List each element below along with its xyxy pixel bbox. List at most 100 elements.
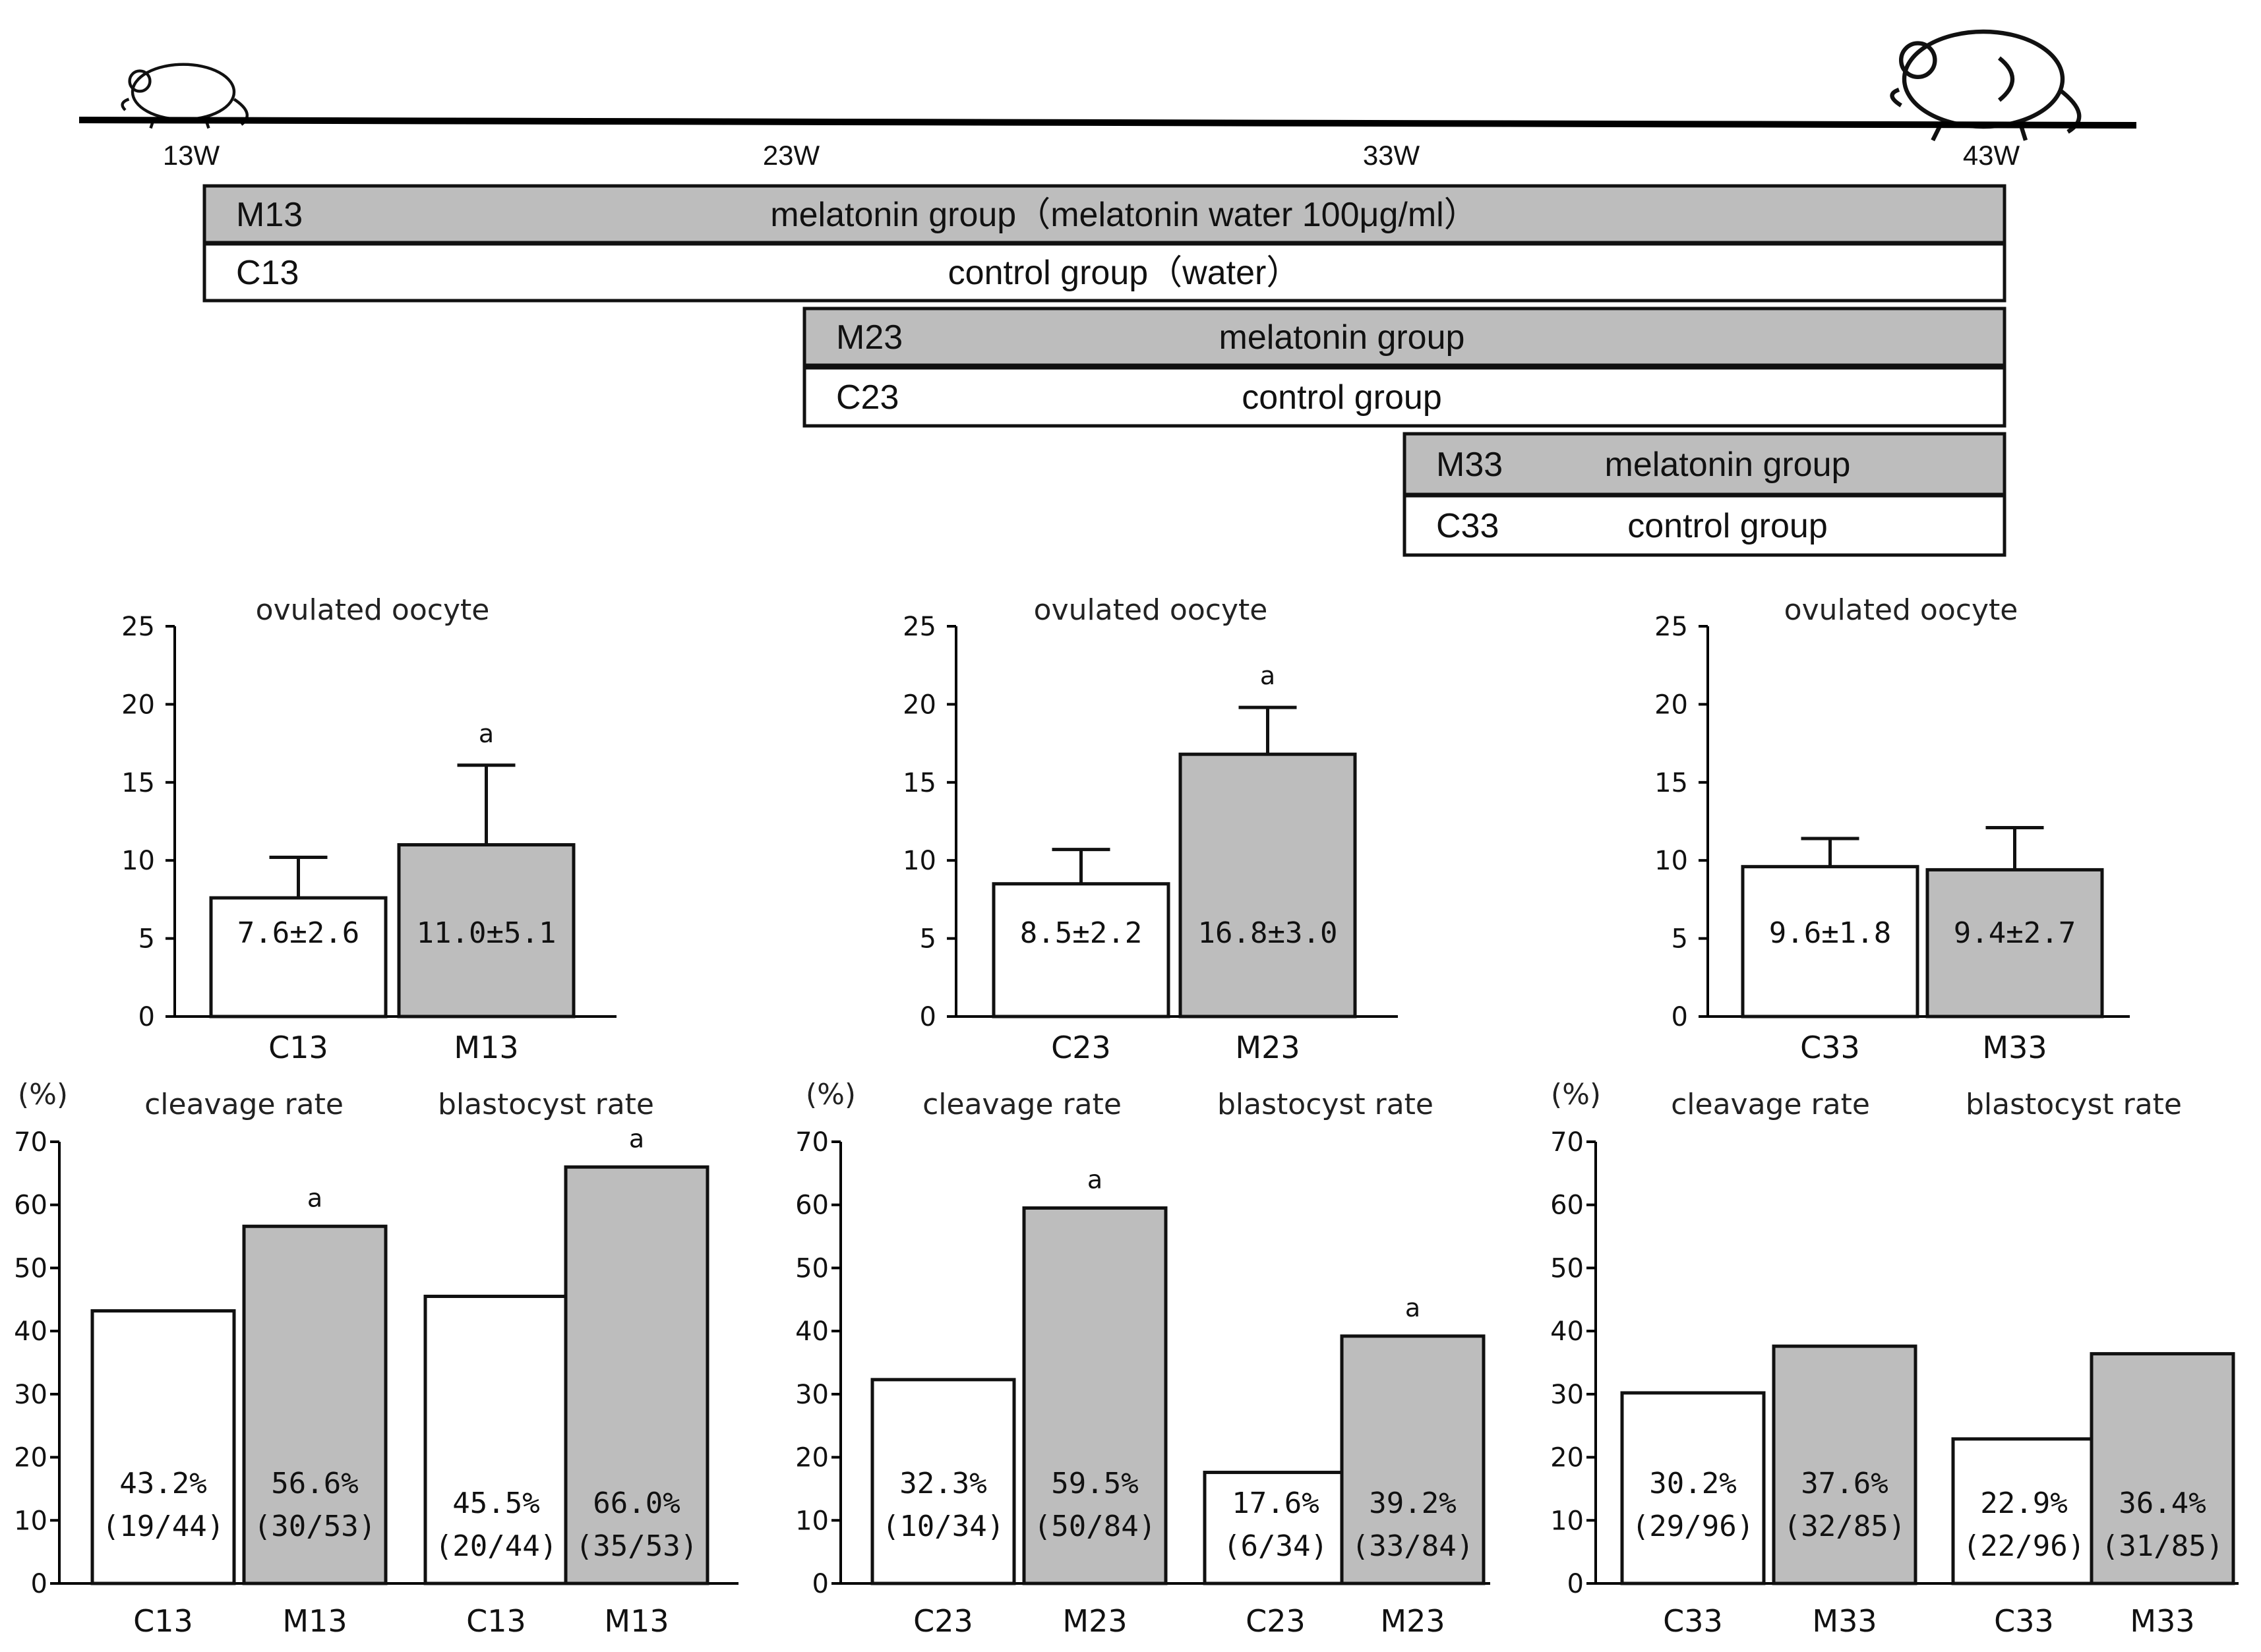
bar-fraction-label: (35/53) <box>576 1529 698 1563</box>
oocyte-chart-1: ovulated oocyte 0 5 10 15 20 25 7.6±2.6 C13 11.0±… <box>121 593 617 1065</box>
timeline-group-label: control group <box>1627 507 1828 545</box>
y-tick-label: 10 <box>903 846 936 876</box>
y-tick-label: 60 <box>1550 1191 1584 1221</box>
x-tick-label: C23 <box>913 1603 973 1639</box>
x-tick-label: C13 <box>466 1603 526 1639</box>
bar-c13 <box>90 1309 236 1585</box>
y-tick-label: 20 <box>903 690 936 720</box>
group-title: blastocyst rate <box>1217 1088 1433 1121</box>
bar-c13 <box>423 1295 569 1585</box>
bar-value-label: 56.6% <box>271 1467 358 1500</box>
y-axis-unit: (%) <box>1551 1078 1601 1111</box>
bar-c33 <box>1951 1437 2097 1585</box>
timeline-week-label: 33W <box>1363 140 1420 171</box>
bar-value-label: 37.6% <box>1801 1467 1888 1500</box>
significance-marker: a <box>479 719 494 748</box>
bar-value-label: 11.0±5.1 <box>417 916 557 950</box>
bar-c33 <box>1620 1391 1766 1585</box>
x-tick-label: C13 <box>268 1030 328 1065</box>
bar-fraction-label: (50/84) <box>1034 1510 1156 1543</box>
x-tick-label: M23 <box>1062 1603 1127 1639</box>
bar-value-label: 16.8±3.0 <box>1198 916 1338 950</box>
bar-m23 <box>1178 752 1357 1018</box>
significance-marker: a <box>1087 1165 1102 1195</box>
bar-value-label: 22.9% <box>1980 1487 2067 1520</box>
y-tick-label: 40 <box>14 1316 47 1347</box>
significance-marker: a <box>1260 661 1275 690</box>
bar-c23 <box>1203 1471 1348 1585</box>
x-tick-label: M13 <box>604 1603 669 1639</box>
y-tick-label: 50 <box>14 1253 47 1283</box>
bar-c23 <box>870 1378 1016 1585</box>
timeline-group-code: C33 <box>1436 507 1499 545</box>
bar-m23 <box>1022 1206 1168 1585</box>
group-title: cleavage rate <box>1671 1088 1870 1121</box>
group-title: cleavage rate <box>922 1088 1122 1121</box>
bar-fraction-label: (32/85) <box>1784 1510 1906 1543</box>
x-tick-label: M23 <box>1380 1603 1445 1639</box>
bar-value-label: 59.5% <box>1051 1467 1138 1500</box>
timeline-group-code: C13 <box>236 254 299 292</box>
bar-m23 <box>1340 1334 1486 1585</box>
chart-title: ovulated oocyte <box>1034 593 1268 627</box>
x-tick-label: M13 <box>454 1030 518 1065</box>
bar-fraction-label: (6/34) <box>1223 1529 1328 1563</box>
bar-value-label: 39.2% <box>1369 1487 1456 1520</box>
y-tick-label: 70 <box>1550 1127 1584 1158</box>
y-axis-unit: (%) <box>806 1078 856 1111</box>
timeline-group-code: M23 <box>836 318 903 357</box>
bar-m13 <box>564 1165 709 1585</box>
y-tick-label: 30 <box>795 1380 829 1410</box>
bar-fraction-label: (10/34) <box>882 1510 1004 1543</box>
y-tick-label: 10 <box>795 1506 829 1536</box>
y-tick-label: 0 <box>31 1569 47 1599</box>
timeline-axis <box>78 117 2137 129</box>
oocyte-chart-3: ovulated oocyte 0 5 10 15 20 25 9.6±1.8 C33 9.4±2… <box>1654 593 2130 1065</box>
bar-value-label: 43.2% <box>119 1467 206 1500</box>
x-tick-label: C33 <box>1994 1603 2054 1639</box>
significance-marker: a <box>307 1183 322 1212</box>
bar-value-label: 36.4% <box>2119 1487 2206 1520</box>
bar-value-label: 9.4±2.7 <box>1954 916 2076 950</box>
y-tick-label: 10 <box>121 846 155 876</box>
group-title: cleavage rate <box>144 1088 344 1121</box>
y-tick-label: 50 <box>795 1253 829 1283</box>
bar-fraction-label: (30/53) <box>254 1510 376 1543</box>
bar-value-label: 45.5% <box>452 1487 539 1520</box>
bar-m13 <box>242 1224 388 1585</box>
significance-marker: a <box>629 1124 644 1153</box>
x-tick-label: C33 <box>1663 1603 1723 1639</box>
bar-value-label: 30.2% <box>1649 1467 1736 1500</box>
timeline-group-bar-m33 <box>1402 432 2006 496</box>
bar-m13 <box>397 843 576 1018</box>
y-tick-label: 40 <box>795 1316 829 1347</box>
bar-fraction-label: (31/85) <box>2101 1529 2223 1563</box>
x-tick-label: M33 <box>1812 1603 1877 1639</box>
y-tick-label: 20 <box>795 1443 829 1473</box>
timeline-group-label: melatonin group <box>1605 446 1851 484</box>
bar-fraction-label: (20/44) <box>435 1529 557 1563</box>
bar-c33 <box>1741 865 1919 1018</box>
bar-value-label: 66.0% <box>593 1487 680 1520</box>
bar-m33 <box>1772 1344 1917 1585</box>
y-tick-label: 10 <box>1654 846 1688 876</box>
timeline-week-label: 13W <box>163 140 220 171</box>
timeline-group-code: M33 <box>1436 446 1503 484</box>
significance-marker: a <box>1405 1293 1420 1322</box>
y-tick-label: 70 <box>795 1127 829 1158</box>
y-tick-label: 30 <box>1550 1380 1584 1410</box>
y-tick-label: 5 <box>138 924 155 955</box>
bar-fraction-label: (19/44) <box>102 1510 224 1543</box>
charts: ovulated oocyte 0 5 10 15 20 25 7.6±2.6 C13 11.0±… <box>14 593 2239 1639</box>
y-tick-label: 15 <box>903 768 936 798</box>
y-tick-label: 60 <box>14 1191 47 1221</box>
y-tick-label: 70 <box>14 1127 47 1158</box>
bar-value-label: 8.5±2.2 <box>1020 916 1142 950</box>
y-tick-label: 0 <box>138 1002 155 1032</box>
y-tick-label: 40 <box>1550 1316 1584 1347</box>
y-tick-label: 5 <box>1672 924 1688 955</box>
bar-fraction-label: (33/84) <box>1352 1529 1474 1563</box>
y-tick-label: 0 <box>812 1569 829 1599</box>
bar-m33 <box>1925 868 2104 1018</box>
